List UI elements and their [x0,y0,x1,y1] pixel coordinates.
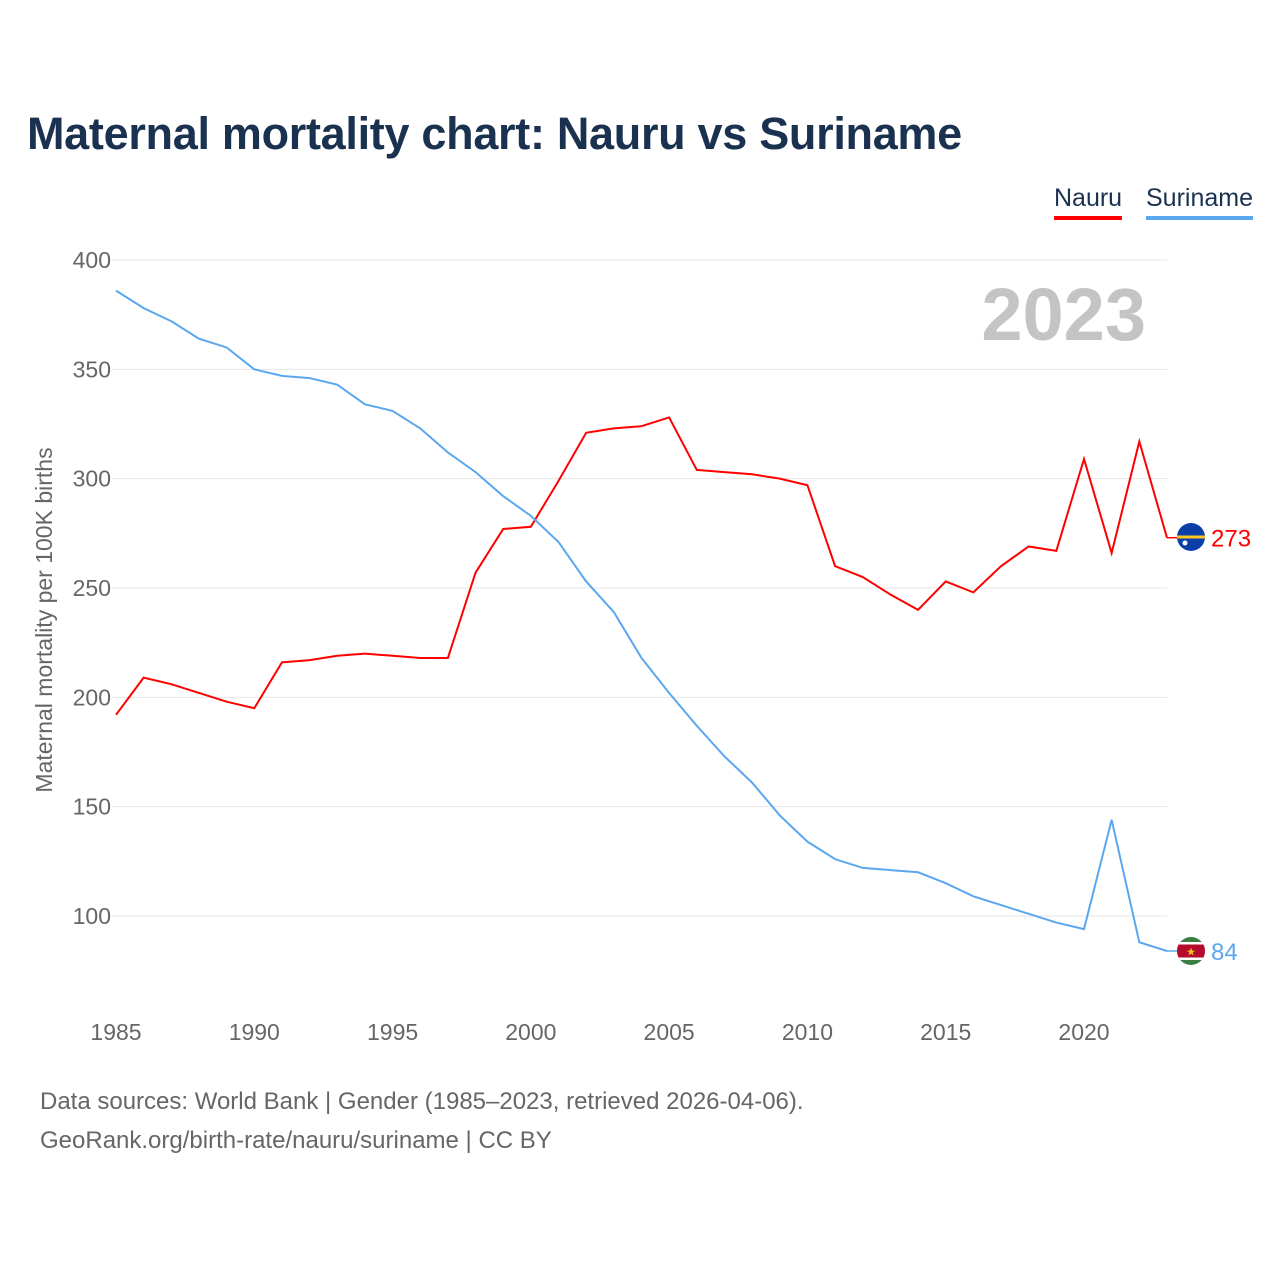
svg-text:★: ★ [1186,947,1196,959]
legend-nauru[interactable]: Nauru [1054,184,1123,220]
nauru-flag [1177,523,1205,551]
year-label: 2023 [981,273,1146,356]
legend-suriname[interactable]: Suriname [1146,184,1253,220]
x-tick-label: 1995 [367,1019,418,1045]
suriname-flag: ★ [1177,937,1205,965]
x-tick-label: 1990 [229,1019,280,1045]
x-tick-label: 2015 [920,1019,971,1045]
data-source-text: Data sources: World Bank | Gender (1985–… [40,1088,804,1115]
chart-title: Maternal mortality chart: Nauru vs Surin… [27,108,962,159]
end-value-label-suriname: 84 [1211,939,1238,966]
x-tick-label: 2020 [1058,1019,1109,1045]
y-tick-label: 200 [73,684,111,710]
y-tick-label: 150 [73,794,111,820]
series-line-suriname [115,289,1168,952]
x-tick-label: 2000 [505,1019,556,1045]
y-tick-label: 100 [73,903,111,929]
series-line-nauru [115,416,1168,716]
y-tick-label: 350 [73,356,111,382]
y-tick-label: 400 [73,247,111,273]
y-axis-label: Maternal mortality per 100K births [31,447,57,792]
attribution-link[interactable]: GeoRank.org/birth-rate/nauru/suriname | … [40,1127,552,1154]
end-value-label-nauru: 273 [1211,526,1251,553]
x-tick-label: 2005 [644,1019,695,1045]
x-tick-label: 2010 [782,1019,833,1045]
y-tick-label: 250 [73,575,111,601]
y-tick-label: 300 [73,466,111,492]
x-tick-label: 1985 [90,1019,141,1045]
